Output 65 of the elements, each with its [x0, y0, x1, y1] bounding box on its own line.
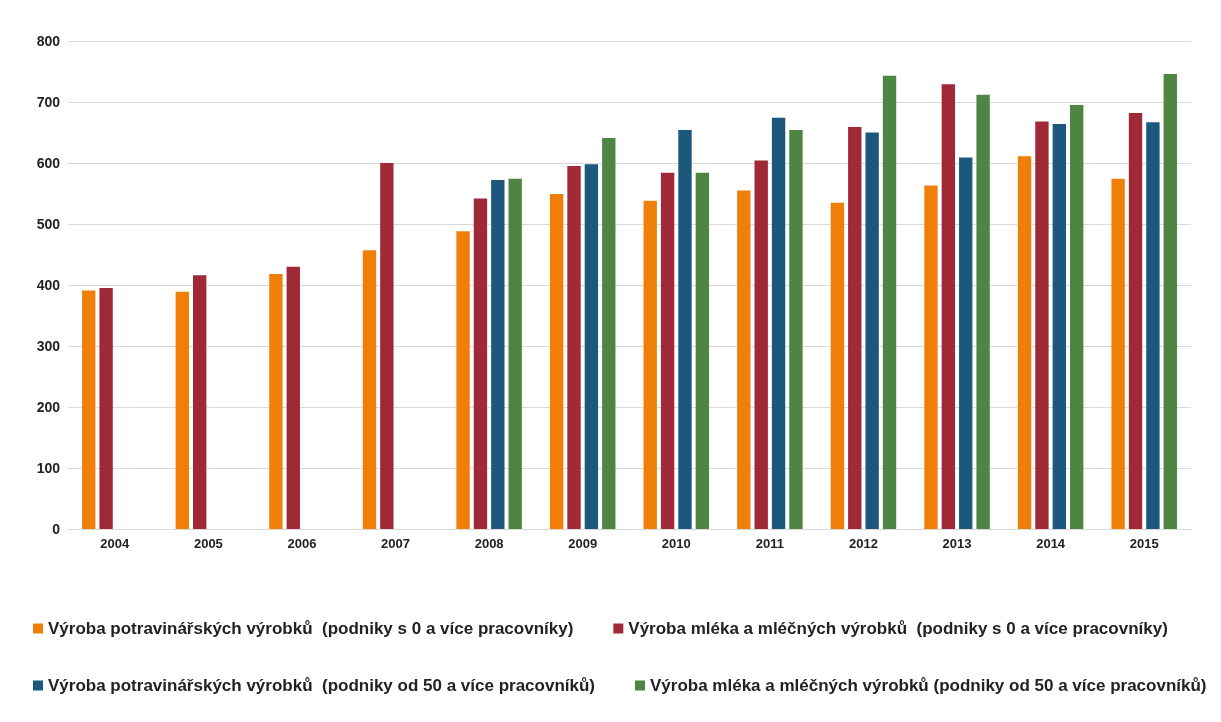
legend-label: Výroba mléka a mléčných výrobků (podniky s 0 a více pracovníky) — [628, 619, 1168, 638]
bar — [1146, 122, 1160, 529]
bar — [1035, 121, 1049, 529]
y-tick-label: 0 — [52, 521, 61, 537]
x-tick-label: 2009 — [568, 536, 598, 551]
bar — [848, 127, 862, 529]
x-tick-label: 2006 — [287, 536, 317, 551]
legend-label: Výroba mléka a mléčných výrobků (podniky od 50 a více pracovníků) — [650, 676, 1207, 695]
bar — [959, 157, 973, 529]
bar — [380, 163, 394, 529]
x-tick-label: 2013 — [942, 536, 972, 551]
bar — [754, 160, 768, 529]
bar — [567, 166, 581, 529]
bar — [678, 130, 692, 529]
y-tick-label: 700 — [36, 94, 61, 110]
bar — [193, 275, 207, 529]
bar — [82, 290, 96, 529]
bar — [1052, 123, 1066, 529]
bar — [924, 185, 938, 529]
x-tick-label: 2014 — [1036, 536, 1066, 551]
bar — [269, 274, 283, 529]
bar — [830, 202, 845, 529]
y-tick-label: 400 — [36, 277, 61, 293]
y-tick-label: 500 — [36, 216, 61, 232]
x-tick-label: 2015 — [1129, 536, 1159, 551]
bar — [99, 288, 113, 529]
x-tick-label: 2005 — [193, 536, 223, 551]
bar — [286, 266, 300, 529]
bar — [1070, 105, 1084, 529]
bar — [882, 75, 897, 529]
bar — [1111, 178, 1125, 529]
y-tick-label: 300 — [36, 338, 61, 354]
x-tick-label: 2007 — [381, 536, 410, 551]
y-tick-label: 600 — [36, 155, 61, 171]
x-tick-label: 2011 — [755, 536, 784, 551]
bar — [1163, 73, 1177, 529]
legend-label: Výroba potravinářských výrobků (podniky od 50 a více pracovníků) — [48, 676, 596, 695]
bar — [175, 291, 189, 529]
bar — [549, 194, 564, 529]
bar — [473, 198, 488, 529]
bar — [456, 231, 470, 529]
legend-label: Výroba potravinářských výrobků (podniky s 0 a více pracovníky) — [48, 619, 574, 638]
bar — [660, 172, 675, 529]
bar — [584, 164, 599, 529]
bar — [643, 200, 657, 529]
bar — [737, 190, 751, 529]
bar — [941, 84, 956, 529]
bar — [695, 172, 710, 529]
x-tick-label: 2008 — [474, 536, 504, 551]
bar — [1017, 156, 1032, 529]
bar — [602, 137, 616, 529]
bar — [508, 178, 522, 529]
bar — [865, 132, 879, 529]
y-tick-label: 100 — [36, 460, 61, 476]
x-tick-label: 2004 — [100, 536, 131, 551]
y-tick-label: 200 — [36, 399, 61, 415]
x-tick-label: 2012 — [849, 536, 878, 551]
bar — [491, 180, 505, 529]
bar — [771, 117, 786, 529]
bar — [976, 94, 990, 529]
bar — [362, 250, 377, 529]
x-tick-label: 2010 — [661, 536, 691, 551]
y-tick-label: 800 — [36, 33, 61, 49]
bar — [1128, 112, 1143, 529]
bar — [789, 130, 803, 529]
